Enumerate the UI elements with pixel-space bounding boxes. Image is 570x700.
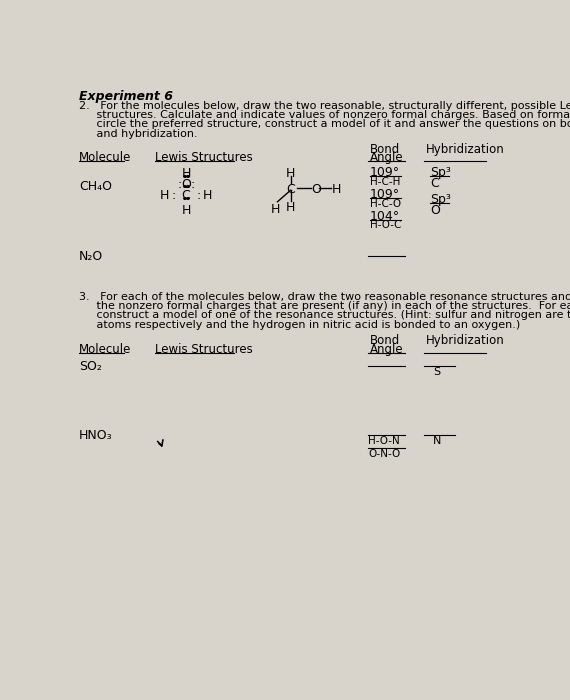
Text: S: S bbox=[434, 367, 441, 377]
Text: construct a model of one of the resonance structures. (Hint: sulfur and nitrogen: construct a model of one of the resonanc… bbox=[79, 310, 570, 321]
Text: O: O bbox=[311, 183, 321, 196]
Text: H-C-O: H-C-O bbox=[369, 199, 401, 209]
Text: C: C bbox=[430, 177, 439, 190]
Text: :: : bbox=[178, 178, 182, 191]
Text: Experiment 6: Experiment 6 bbox=[79, 90, 173, 103]
Text: Sp³: Sp³ bbox=[430, 193, 451, 206]
Text: 109°: 109° bbox=[369, 188, 400, 201]
Text: Hybridization: Hybridization bbox=[425, 143, 504, 155]
Text: structures. Calculate and indicate values of nonzero formal charges. Based on fo: structures. Calculate and indicate value… bbox=[79, 110, 570, 120]
Text: 2.   For the molecules below, draw the two reasonable, structurally different, p: 2. For the molecules below, draw the two… bbox=[79, 101, 570, 111]
Text: H-C-H: H-C-H bbox=[369, 177, 400, 187]
Text: C: C bbox=[286, 183, 295, 195]
Text: O-N-O: O-N-O bbox=[368, 449, 400, 459]
Text: Bond: Bond bbox=[369, 143, 400, 155]
Text: Lewis Structures: Lewis Structures bbox=[155, 343, 253, 356]
Text: H: H bbox=[203, 189, 213, 202]
Text: H: H bbox=[181, 167, 190, 180]
Text: 3.   For each of the molecules below, draw the two reasonable resonance structur: 3. For each of the molecules below, draw… bbox=[79, 292, 570, 302]
Text: Angle: Angle bbox=[369, 343, 403, 356]
Text: H: H bbox=[286, 167, 295, 180]
Text: :: : bbox=[196, 189, 201, 202]
Text: N: N bbox=[433, 436, 441, 446]
Text: H: H bbox=[160, 189, 169, 202]
Text: 104°: 104° bbox=[369, 209, 400, 223]
Text: H: H bbox=[181, 204, 190, 217]
Text: HNO₃: HNO₃ bbox=[79, 429, 113, 442]
Text: Angle: Angle bbox=[369, 151, 403, 164]
Text: H-O-N: H-O-N bbox=[368, 436, 400, 446]
Text: H: H bbox=[286, 201, 295, 214]
Text: Lewis Structures: Lewis Structures bbox=[155, 151, 253, 164]
Text: :: : bbox=[172, 189, 176, 202]
Text: N₂O: N₂O bbox=[79, 250, 103, 262]
Text: CH₄O: CH₄O bbox=[79, 180, 112, 193]
Text: :: : bbox=[190, 178, 194, 191]
Text: Sp³: Sp³ bbox=[430, 167, 451, 179]
Text: H: H bbox=[270, 202, 280, 216]
Text: circle the preferred structure, construct a model of it and answer the questions: circle the preferred structure, construc… bbox=[79, 120, 570, 130]
Text: Bond: Bond bbox=[369, 335, 400, 347]
Text: H: H bbox=[332, 183, 341, 196]
Text: Molecule: Molecule bbox=[79, 151, 131, 164]
Text: O: O bbox=[430, 204, 440, 217]
Text: atoms respectively and the hydrogen in nitric acid is bonded to an oxygen.): atoms respectively and the hydrogen in n… bbox=[79, 320, 520, 330]
Text: the nonzero formal charges that are present (if any) in each of the structures. : the nonzero formal charges that are pres… bbox=[79, 301, 570, 311]
Text: H-O-C: H-O-C bbox=[369, 220, 401, 230]
Text: and hybridization.: and hybridization. bbox=[79, 129, 198, 139]
Text: Hybridization: Hybridization bbox=[425, 335, 504, 347]
Text: O: O bbox=[181, 178, 191, 191]
Text: 109°: 109° bbox=[369, 167, 400, 179]
Text: SO₂: SO₂ bbox=[79, 360, 102, 372]
Text: Molecule: Molecule bbox=[79, 343, 131, 356]
Text: C: C bbox=[182, 189, 190, 202]
